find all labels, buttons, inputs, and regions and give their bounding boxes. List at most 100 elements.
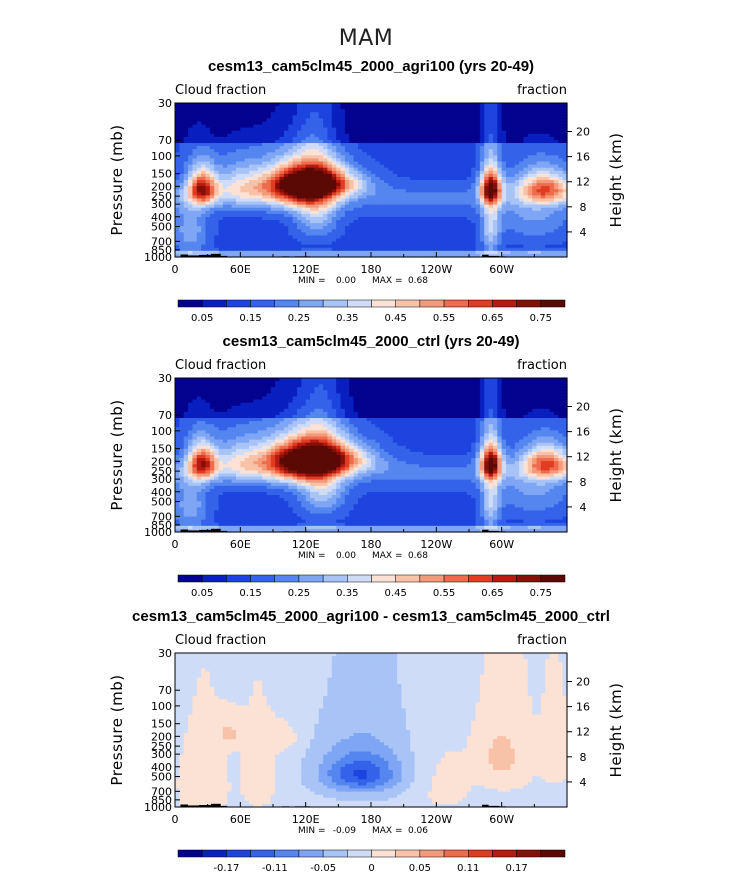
field-cell [357, 173, 363, 178]
field-cell [558, 207, 564, 212]
field-cell [227, 183, 233, 187]
field-cell [222, 124, 228, 129]
field-cell [384, 136, 390, 141]
field-cell [401, 201, 407, 206]
field-cell [318, 115, 324, 119]
field-cell [523, 127, 529, 132]
field-cell [305, 149, 311, 153]
field-cell [283, 195, 289, 200]
field-cell [484, 183, 490, 187]
field-cell [445, 146, 450, 150]
field-cell [349, 158, 355, 163]
field-cell [405, 173, 411, 178]
field-cell [188, 195, 194, 200]
field-cell [227, 149, 233, 153]
field-cell [262, 121, 268, 126]
field-cell [266, 115, 272, 119]
field-cell [279, 103, 285, 107]
field-cell [466, 146, 472, 150]
field-cell [514, 201, 520, 206]
field-cell [445, 136, 450, 141]
field-cell [192, 133, 198, 138]
field-cell [553, 180, 559, 184]
field-cell [497, 112, 503, 116]
field-cell [488, 213, 494, 218]
colorbar-label: 0.35 [336, 313, 358, 324]
field-cell [488, 170, 494, 175]
field-cell [492, 124, 498, 129]
field-cell [353, 195, 359, 200]
field-cell [218, 226, 224, 230]
field-cell [458, 139, 464, 144]
field-cell [353, 201, 359, 206]
field-cell [244, 216, 250, 221]
field-cell [397, 146, 403, 150]
field-cell [497, 189, 503, 193]
field-cell [427, 213, 433, 218]
field-cell [179, 176, 185, 181]
field-cell [484, 220, 490, 224]
field-cell [453, 210, 459, 215]
field-cell [196, 112, 202, 116]
field-cell [249, 103, 254, 107]
field-cell [188, 192, 194, 196]
field-cell [449, 204, 455, 209]
field-cell [192, 146, 198, 150]
field-cell [371, 183, 376, 187]
field-cell [205, 109, 211, 113]
field-cell [222, 201, 228, 206]
field-cell [340, 220, 346, 224]
field-cell [414, 124, 420, 129]
field-cell [479, 170, 485, 175]
field-cell [401, 223, 407, 227]
field-cell [344, 189, 350, 193]
field-cell [427, 136, 433, 141]
field-cell [179, 167, 185, 172]
field-cell [262, 201, 268, 206]
field-cell [253, 109, 259, 113]
field-cell [270, 136, 276, 141]
field-cell [183, 103, 189, 107]
field-cell [231, 207, 237, 212]
field-cell [545, 204, 551, 209]
field-cell [497, 183, 503, 187]
field-cell [453, 167, 459, 172]
field-cell [527, 192, 533, 196]
field-cell [314, 146, 320, 150]
field-cell [553, 139, 559, 144]
field-cell [458, 220, 464, 224]
field-cell [532, 189, 538, 193]
field-cell [514, 170, 520, 175]
field-cell [244, 183, 250, 187]
field-cell [179, 149, 185, 153]
field-cell [492, 106, 498, 110]
field-cell [431, 152, 437, 156]
field-cell [336, 170, 342, 175]
field-cell [423, 127, 429, 132]
field-cell [253, 186, 259, 190]
field-cell [462, 213, 468, 218]
field-cell [492, 136, 498, 141]
field-cell [501, 192, 507, 196]
field-cell [401, 186, 407, 190]
field-cell [357, 133, 363, 138]
field-cell [418, 106, 424, 110]
field-cell [318, 118, 324, 123]
field-cell [431, 127, 437, 132]
field-cell [201, 207, 207, 212]
field-cell [283, 115, 289, 119]
field-cell [201, 118, 207, 123]
field-cell [453, 176, 459, 181]
field-cell [283, 103, 289, 107]
field-cell [431, 170, 437, 175]
field-cell [292, 152, 298, 156]
field-cell [305, 109, 311, 113]
field-cell [501, 223, 507, 227]
field-cell [384, 176, 390, 181]
field-cell [536, 112, 542, 116]
field-cell [384, 220, 390, 224]
field-cell [262, 213, 268, 218]
field-cell [218, 124, 224, 129]
field-cell [231, 146, 237, 150]
field-cell [209, 136, 215, 141]
